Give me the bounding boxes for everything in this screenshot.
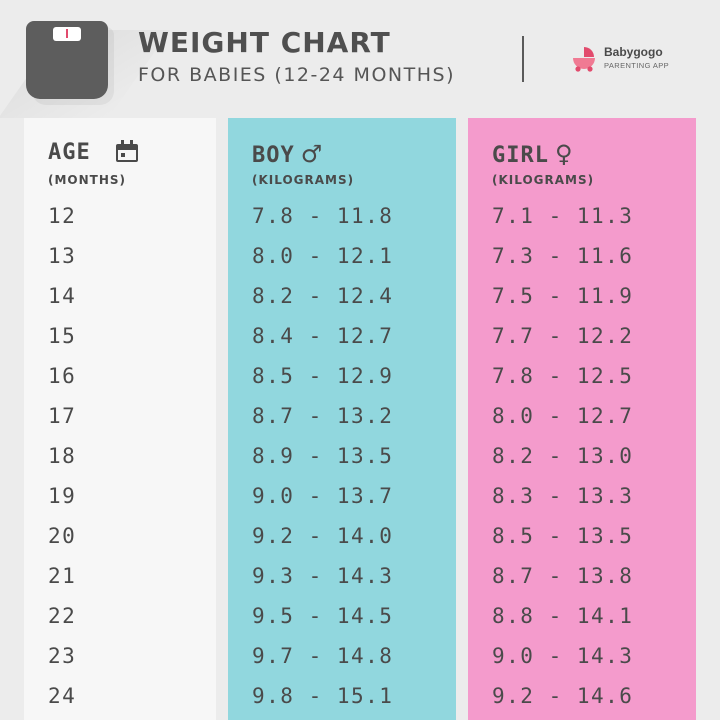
boy-weight-cell: 8.5 - 12.9 — [252, 364, 394, 388]
age-cell: 20 — [48, 524, 77, 548]
weighing-scale-icon — [26, 21, 108, 99]
scale-dial — [53, 27, 81, 41]
age-column: AGE (MONTHS) 12 13 14 15 16 17 18 19 20 21 22 23 24 — [24, 118, 216, 720]
age-cell: 14 — [48, 284, 77, 308]
boy-weight-cell: 8.9 - 13.5 — [252, 444, 394, 468]
girl-weight-cell: 7.5 - 11.9 — [492, 284, 634, 308]
girl-weight-cell: 8.8 - 14.1 — [492, 604, 634, 628]
girl-weight-cell: 7.8 - 12.5 — [492, 364, 634, 388]
girl-weight-cell: 8.2 - 13.0 — [492, 444, 634, 468]
girl-weight-cell: 8.3 - 13.3 — [492, 484, 634, 508]
calendar-dot — [121, 153, 125, 157]
girl-unit: (KILOGRAMS) — [492, 173, 595, 187]
boy-label: BOY — [252, 143, 295, 168]
boy-weight-cell: 9.0 - 13.7 — [252, 484, 394, 508]
age-cell: 21 — [48, 564, 77, 588]
girl-label: GIRL — [492, 143, 549, 168]
age-cell: 13 — [48, 244, 77, 268]
boy-weight-cell: 8.7 - 13.2 — [252, 404, 394, 428]
age-cell: 24 — [48, 684, 77, 708]
page-title: WEIGHT CHART — [138, 26, 391, 59]
girl-weight-cell: 7.1 - 11.3 — [492, 204, 634, 228]
boy-weight-cell: 9.2 - 14.0 — [252, 524, 394, 548]
age-cell: 22 — [48, 604, 77, 628]
age-values: 12 13 14 15 16 17 18 19 20 21 22 23 24 — [24, 196, 216, 716]
brand-name: Babygogo — [604, 45, 663, 59]
scale-needle — [66, 29, 68, 38]
boy-column: BOY ♂ (KILOGRAMS) 7.8 - 11.8 8.0 - 12.1 8.2… — [228, 118, 456, 720]
age-cell: 18 — [48, 444, 77, 468]
girl-weight-cell: 8.7 - 13.8 — [492, 564, 634, 588]
boy-column-header: BOY ♂ — [252, 140, 323, 168]
age-column-header: AGE — [48, 140, 91, 165]
boy-weight-cell: 8.4 - 12.7 — [252, 324, 394, 348]
girl-weight-cell: 8.0 - 12.7 — [492, 404, 634, 428]
boy-weight-cell: 9.3 - 14.3 — [252, 564, 394, 588]
boy-unit: (KILOGRAMS) — [252, 173, 355, 187]
boy-weight-cell: 9.7 - 14.8 — [252, 644, 394, 668]
babygogo-logo-icon — [573, 47, 595, 72]
age-cell: 19 — [48, 484, 77, 508]
age-label: AGE — [48, 140, 91, 165]
header: WEIGHT CHART FOR BABIES (12-24 MONTHS) B… — [0, 0, 720, 118]
girl-weight-cell: 7.3 - 11.6 — [492, 244, 634, 268]
boy-weight-cell: 8.2 - 12.4 — [252, 284, 394, 308]
age-cell: 23 — [48, 644, 77, 668]
page-subtitle: FOR BABIES (12-24 MONTHS) — [138, 64, 455, 86]
boy-weight-cell: 7.8 - 11.8 — [252, 204, 394, 228]
age-cell: 16 — [48, 364, 77, 388]
girl-column-header: GIRL ♀ — [492, 140, 574, 168]
girl-weight-cell: 7.7 - 12.2 — [492, 324, 634, 348]
girl-weight-cell: 9.0 - 14.3 — [492, 644, 634, 668]
boy-weight-cell: 8.0 - 12.1 — [252, 244, 394, 268]
boy-weight-cell: 9.5 - 14.5 — [252, 604, 394, 628]
female-symbol-icon: ♀ — [554, 140, 574, 168]
age-cell: 17 — [48, 404, 77, 428]
girl-values: 7.1 - 11.3 7.3 - 11.6 7.5 - 11.9 7.7 - 12.2… — [468, 196, 696, 716]
girl-weight-cell: 9.2 - 14.6 — [492, 684, 634, 708]
girl-column: GIRL ♀ (KILOGRAMS) 7.1 - 11.3 7.3 - 11.6 7.… — [468, 118, 696, 720]
age-cell: 15 — [48, 324, 77, 348]
male-symbol-icon: ♂ — [300, 140, 324, 168]
girl-weight-cell: 8.5 - 13.5 — [492, 524, 634, 548]
boy-weight-cell: 9.8 - 15.1 — [252, 684, 394, 708]
header-divider — [522, 36, 524, 82]
age-unit: (MONTHS) — [48, 173, 127, 187]
brand-tagline: PARENTING APP — [604, 61, 670, 70]
age-cell: 12 — [48, 204, 77, 228]
boy-values: 7.8 - 11.8 8.0 - 12.1 8.2 - 12.4 8.4 - 12.7… — [228, 196, 456, 716]
calendar-icon — [116, 140, 138, 162]
